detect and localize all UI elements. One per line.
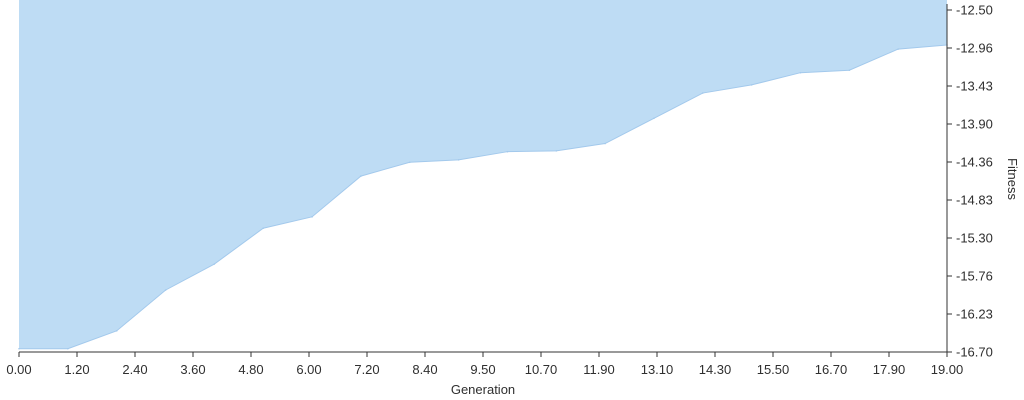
x-tick-label: 8.40 [412,362,437,377]
x-tick-label: 9.50 [470,362,495,377]
x-tick-label: 16.70 [815,362,848,377]
y-tick-label: -16.70 [956,345,993,360]
x-tick-label: 17.90 [873,362,906,377]
data-point [848,69,851,72]
data-point [653,117,655,120]
x-tick-label: 4.80 [238,362,263,377]
y-axis: -12.50 -12.96 -13.43 -13.90 -14.36 -14.83 -15.… [946,3,993,360]
x-tick-label: 15.50 [757,362,790,377]
data-point [799,71,802,74]
y-tick-label: -16.23 [956,307,993,322]
x-tick-label: 14.30 [699,362,732,377]
x-tick-label: 2.40 [122,362,147,377]
y-tick-label: -13.43 [956,79,993,94]
data-point [408,161,411,164]
y-tick-label: -15.30 [956,231,993,246]
data-point [67,347,69,350]
plot-area [18,0,948,350]
x-tick-label: 6.00 [296,362,321,377]
fitness-area-fill [19,0,947,349]
data-point [750,84,753,86]
data-point [360,175,362,177]
data-point [262,227,265,230]
x-tick-label: 11.90 [583,362,615,377]
x-tick-label: 13.10 [641,362,674,377]
y-tick-label: -13.90 [956,117,993,132]
y-tick-label: -12.50 [956,3,993,18]
data-point [506,150,509,153]
y-tick-label: -12.96 [956,41,993,56]
data-point [213,263,216,265]
x-tick-label: 3.60 [180,362,205,377]
x-tick-label: 0.00 [6,362,31,377]
data-point [701,92,704,94]
data-point [164,289,167,291]
data-point [604,142,606,145]
fitness-series-line [19,44,948,350]
data-point [457,159,460,161]
data-point [897,48,899,50]
x-tick-label: 19.00 [931,362,964,377]
y-tick-label: -15.76 [956,269,993,284]
x-tick-label: 1.20 [64,362,89,377]
data-point [311,216,313,218]
y-tick-label: -14.83 [956,193,993,208]
x-tick-label: 10.70 [525,362,558,377]
x-axis-title: Generation [451,382,515,397]
x-tick-label: 7.20 [354,362,379,377]
data-point [115,330,118,332]
data-point [555,150,558,152]
y-tick-label: -14.36 [956,155,993,170]
y-axis-title: Fitness [1005,158,1020,200]
x-axis: 0.00 1.20 2.40 3.60 4.80 6.00 7.20 8.40 9.50 10.7… [6,351,964,377]
data-point [18,347,20,350]
